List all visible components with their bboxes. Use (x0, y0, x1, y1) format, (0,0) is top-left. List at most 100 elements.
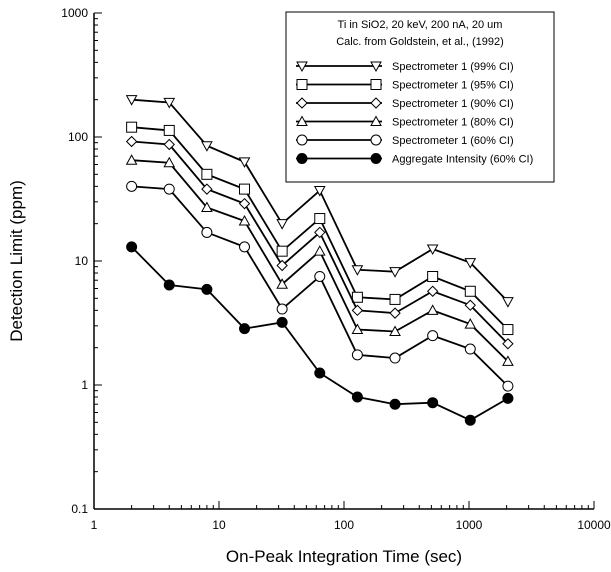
data-point (201, 226, 213, 238)
legend-entry: Spectrometer 1 (95% CI) (296, 79, 514, 92)
data-point (163, 97, 176, 109)
x-tick-label: 1 (91, 518, 98, 532)
data-point (126, 241, 138, 253)
legend-entry: Spectrometer 1 (90% CI) (296, 97, 514, 110)
data-point (464, 258, 477, 269)
data-point (239, 241, 251, 253)
data-point (201, 141, 213, 152)
x-axis-title: On-Peak Integration Time (sec) (226, 547, 462, 566)
legend-label: Spectrometer 1 (99% CI) (392, 61, 514, 73)
series-5 (126, 180, 514, 392)
legend-label: Spectrometer 1 (90% CI) (392, 98, 514, 110)
legend-marker (370, 153, 382, 164)
data-point (502, 297, 514, 308)
legend-marker (296, 153, 308, 164)
data-point (276, 303, 288, 315)
data-point (201, 183, 213, 195)
x-tick-label: 10000 (577, 518, 611, 532)
data-point (502, 324, 514, 336)
data-point (389, 307, 401, 319)
data-point (464, 299, 476, 311)
x-tick-label: 1000 (456, 518, 483, 532)
data-point (502, 392, 514, 404)
series-2 (126, 121, 514, 336)
legend-label: Aggregate Intensity (60% CI) (392, 154, 533, 166)
x-tick-label: 10 (212, 518, 226, 532)
series-layer (125, 95, 514, 426)
data-point (314, 367, 326, 379)
legend-marker (370, 61, 382, 73)
data-point (314, 213, 326, 225)
legend-marker (296, 79, 308, 90)
data-point (313, 245, 326, 256)
data-point (201, 168, 213, 180)
legend-marker (370, 115, 382, 126)
data-point (238, 157, 251, 168)
data-point (426, 244, 439, 256)
data-point (314, 226, 326, 239)
data-point (502, 380, 514, 392)
legend: Ti in SiO2, 20 keV, 200 nA, 20 um Calc. … (285, 11, 555, 183)
legend-marker (296, 61, 308, 73)
data-point (276, 245, 288, 257)
data-point (464, 318, 477, 329)
data-point (238, 215, 251, 226)
data-point (125, 154, 138, 165)
x-tick-label: 100 (334, 518, 354, 532)
data-point (276, 259, 288, 272)
y-tick-label: 10 (75, 254, 89, 268)
legend-title-line-2: Calc. from Goldstein, et al., (1992) (336, 36, 504, 48)
data-point (351, 291, 363, 303)
data-point (464, 343, 476, 355)
y-tick-label: 1 (81, 378, 88, 392)
data-point (126, 121, 138, 133)
data-point (389, 293, 401, 305)
legend-label: Spectrometer 1 (60% CI) (392, 135, 514, 147)
series-4 (125, 154, 514, 366)
legend-label: Spectrometer 1 (95% CI) (392, 80, 514, 92)
data-point (502, 338, 514, 350)
data-point (125, 135, 138, 148)
legend-entry: Spectrometer 1 (99% CI) (296, 61, 514, 73)
legend-marker (370, 79, 382, 90)
legend-marker (370, 134, 382, 146)
data-point (464, 414, 476, 426)
y-tick-label: 0.1 (71, 502, 88, 516)
series-6 (126, 241, 514, 426)
y-axis-title: Detection Limit (ppm) (7, 180, 26, 342)
y-tick-label: 1000 (61, 6, 88, 20)
data-point (502, 355, 514, 366)
data-point (276, 278, 288, 289)
axis-ticks (93, 12, 595, 510)
data-point (389, 325, 401, 337)
data-point (276, 316, 288, 328)
data-point (314, 270, 326, 282)
y-tick-label: 100 (68, 130, 88, 144)
legend-entry: Aggregate Intensity (60% CI) (296, 153, 533, 166)
legend-title-line-1: Ti in SiO2, 20 keV, 200 nA, 20 um (338, 19, 503, 31)
data-point (276, 219, 288, 230)
legend-entry: Spectrometer 1 (60% CI) (296, 134, 514, 147)
data-point (351, 349, 363, 361)
data-point (426, 285, 439, 297)
data-point (163, 156, 176, 168)
data-point (125, 95, 138, 106)
data-point (163, 138, 175, 151)
data-point (163, 279, 175, 291)
data-point (464, 285, 476, 297)
legend-marker (296, 115, 308, 126)
data-point (351, 304, 364, 317)
legend-marker (370, 97, 382, 109)
legend-entries: Spectrometer 1 (99% CI) Spectrometer 1 (9… (296, 61, 533, 166)
series-1 (125, 95, 514, 308)
data-point (389, 267, 401, 278)
data-point (389, 398, 401, 410)
data-point (239, 183, 251, 195)
series-3 (125, 135, 514, 350)
legend-marker (296, 97, 308, 109)
data-point (313, 186, 326, 197)
data-point (427, 397, 439, 409)
legend-label: Spectrometer 1 (80% CI) (392, 117, 514, 129)
